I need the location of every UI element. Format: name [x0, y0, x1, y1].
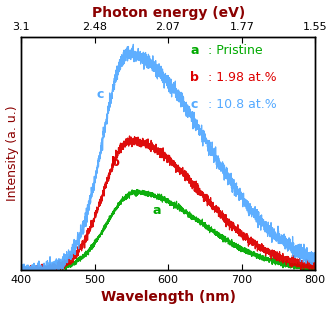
Text: a: a: [190, 44, 199, 57]
Text: b: b: [111, 156, 120, 169]
X-axis label: Wavelength (nm): Wavelength (nm): [101, 290, 236, 304]
Text: c: c: [190, 98, 198, 111]
Text: c: c: [96, 88, 104, 101]
Y-axis label: Intensity (a. u.): Intensity (a. u.): [6, 106, 19, 201]
Text: : 10.8 at.%: : 10.8 at.%: [208, 98, 277, 111]
Text: : Pristine: : Pristine: [208, 44, 262, 57]
X-axis label: Photon energy (eV): Photon energy (eV): [92, 6, 245, 20]
Text: b: b: [190, 71, 199, 84]
Text: : 1.98 at.%: : 1.98 at.%: [208, 71, 276, 84]
Text: a: a: [152, 204, 161, 217]
